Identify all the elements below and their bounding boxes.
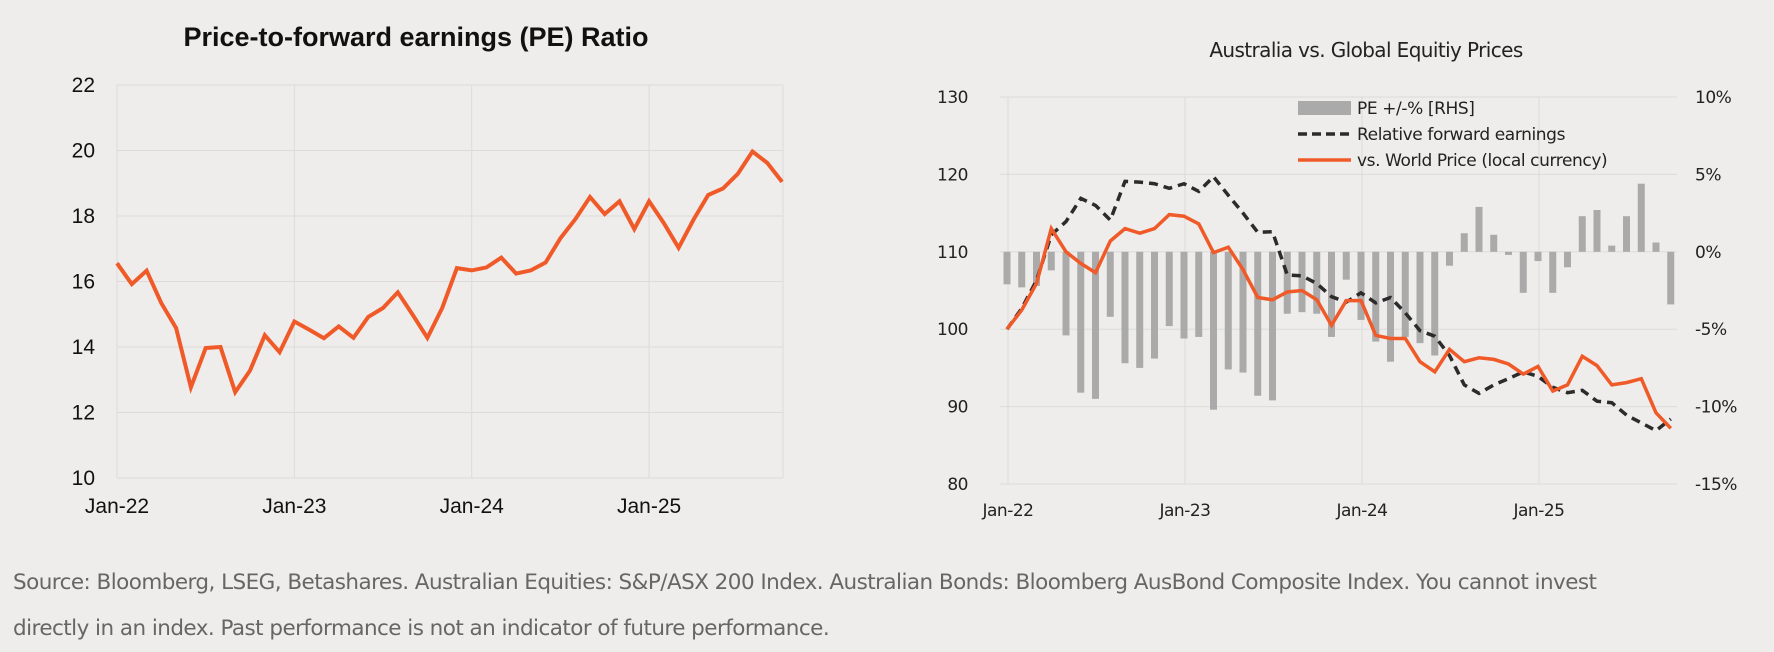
right-y-axis-right-ticks: -15% -10% -5% 0% 5% 10% [1695,88,1737,495]
left-x-tick-label: Jan-24 [440,495,505,518]
left-y-tick-label: 22 [72,74,95,97]
pe-bar [1284,252,1291,314]
pe-bar [1048,252,1055,271]
right-y2-tick-label: 5% [1695,165,1721,185]
pe-bar [1166,252,1173,326]
source-note: Source: Bloomberg, LSEG, Betashares. Aus… [13,560,1773,652]
pe-bar [1608,246,1615,252]
legend-label-forward-earnings: Relative forward earnings [1357,125,1566,145]
pe-bar [1018,252,1025,288]
right-x-tick-label: Jan-23 [1159,501,1211,521]
pe-bar [1461,233,1468,252]
right-y-tick-label: 90 [947,398,968,418]
pe-bar [1077,252,1084,393]
pe-bar [1181,252,1188,339]
pe-bar [1490,235,1497,252]
pe-bar [1299,252,1306,312]
pe-bar [1579,216,1586,252]
right-lines [1007,177,1671,431]
right-y-tick-label: 110 [937,243,968,263]
pe-bar [1210,252,1217,410]
pe-ratio-chart: Price-to-forward earnings (PE) Ratio 101… [72,22,783,518]
right-y-axis-left-ticks: 80 90 100 110 120 130 [937,88,968,495]
pe-ratio-line [117,152,782,393]
pe-bar [1564,252,1571,267]
pe-bar [1004,252,1011,285]
pe-bar [1136,252,1143,368]
pe-bar [1638,184,1645,252]
right-y-tick-label: 100 [937,320,968,340]
right-y-tick-label: 130 [937,88,968,108]
pe-bar [1343,252,1350,280]
pe-bar [1505,252,1512,255]
right-y2-tick-label: 10% [1695,88,1732,108]
left-x-tick-label: Jan-22 [85,495,149,518]
pe-bar [1623,216,1630,252]
right-x-tick-label: Jan-22 [982,501,1034,521]
legend: PE +/-% [RHS] Relative forward earnings … [1298,99,1607,171]
right-x-tick-label: Jan-25 [1513,501,1565,521]
pe-bar [1431,252,1438,356]
left-y-tick-label: 18 [72,205,95,228]
australia-vs-global-chart: Australia vs. Global Equitiy Prices 80 90… [937,38,1737,521]
pe-bar [1535,252,1542,261]
legend-swatch-pe-bars [1298,101,1351,115]
relative-forward-earnings-line [1007,177,1671,431]
pe-bar [1653,243,1660,252]
right-y-tick-label: 80 [947,475,968,495]
pe-bar [1476,207,1483,252]
left-x-tick-label: Jan-25 [617,495,681,518]
left-y-axis-ticks: 10 12 14 16 18 20 22 [72,74,96,490]
pe-bar [1667,252,1674,305]
pe-bar [1402,252,1409,337]
pe-bar [1107,252,1114,317]
left-y-tick-label: 16 [72,271,95,294]
right-y2-tick-label: -15% [1695,475,1737,495]
source-line-1: Source: Bloomberg, LSEG, Betashares. Aus… [13,560,1773,606]
pe-bar [1063,252,1070,336]
right-y2-tick-label: -10% [1695,398,1737,418]
pe-bar [1549,252,1556,293]
right-y2-tick-label: 0% [1695,243,1721,263]
source-line-2: directly in an index. Past performance i… [13,606,1773,652]
left-series [117,151,782,392]
left-x-axis-ticks: Jan-22 Jan-23 Jan-24 Jan-25 [85,495,681,518]
left-chart-title: Price-to-forward earnings (PE) Ratio [183,22,648,52]
left-y-tick-label: 10 [72,467,95,490]
right-y-tick-label: 120 [937,165,968,185]
right-y2-tick-label: -5% [1695,320,1727,340]
legend-label-pe: PE +/-% [RHS] [1357,99,1475,119]
pe-bar [1151,252,1158,359]
legend-label-world-price: vs. World Price (local currency) [1357,151,1607,171]
left-x-tick-label: Jan-23 [262,495,326,518]
left-y-tick-label: 20 [72,140,95,163]
pe-bar [1225,252,1232,370]
right-chart-title: Australia vs. Global Equitiy Prices [1209,38,1522,62]
world-price-line [1007,215,1671,429]
pe-bar [1387,252,1394,362]
pe-bar [1520,252,1527,293]
pe-bar [1122,252,1129,363]
pe-bar [1195,252,1202,337]
pe-bar [1446,252,1453,266]
pe-bar [1269,252,1276,401]
pe-bar [1254,252,1261,396]
pe-bar [1594,210,1601,252]
right-x-tick-label: Jan-24 [1336,501,1388,521]
right-x-axis-ticks: Jan-22 Jan-23 Jan-24 Jan-25 [982,501,1565,521]
left-y-tick-label: 14 [72,336,96,359]
left-y-tick-label: 12 [72,402,95,425]
